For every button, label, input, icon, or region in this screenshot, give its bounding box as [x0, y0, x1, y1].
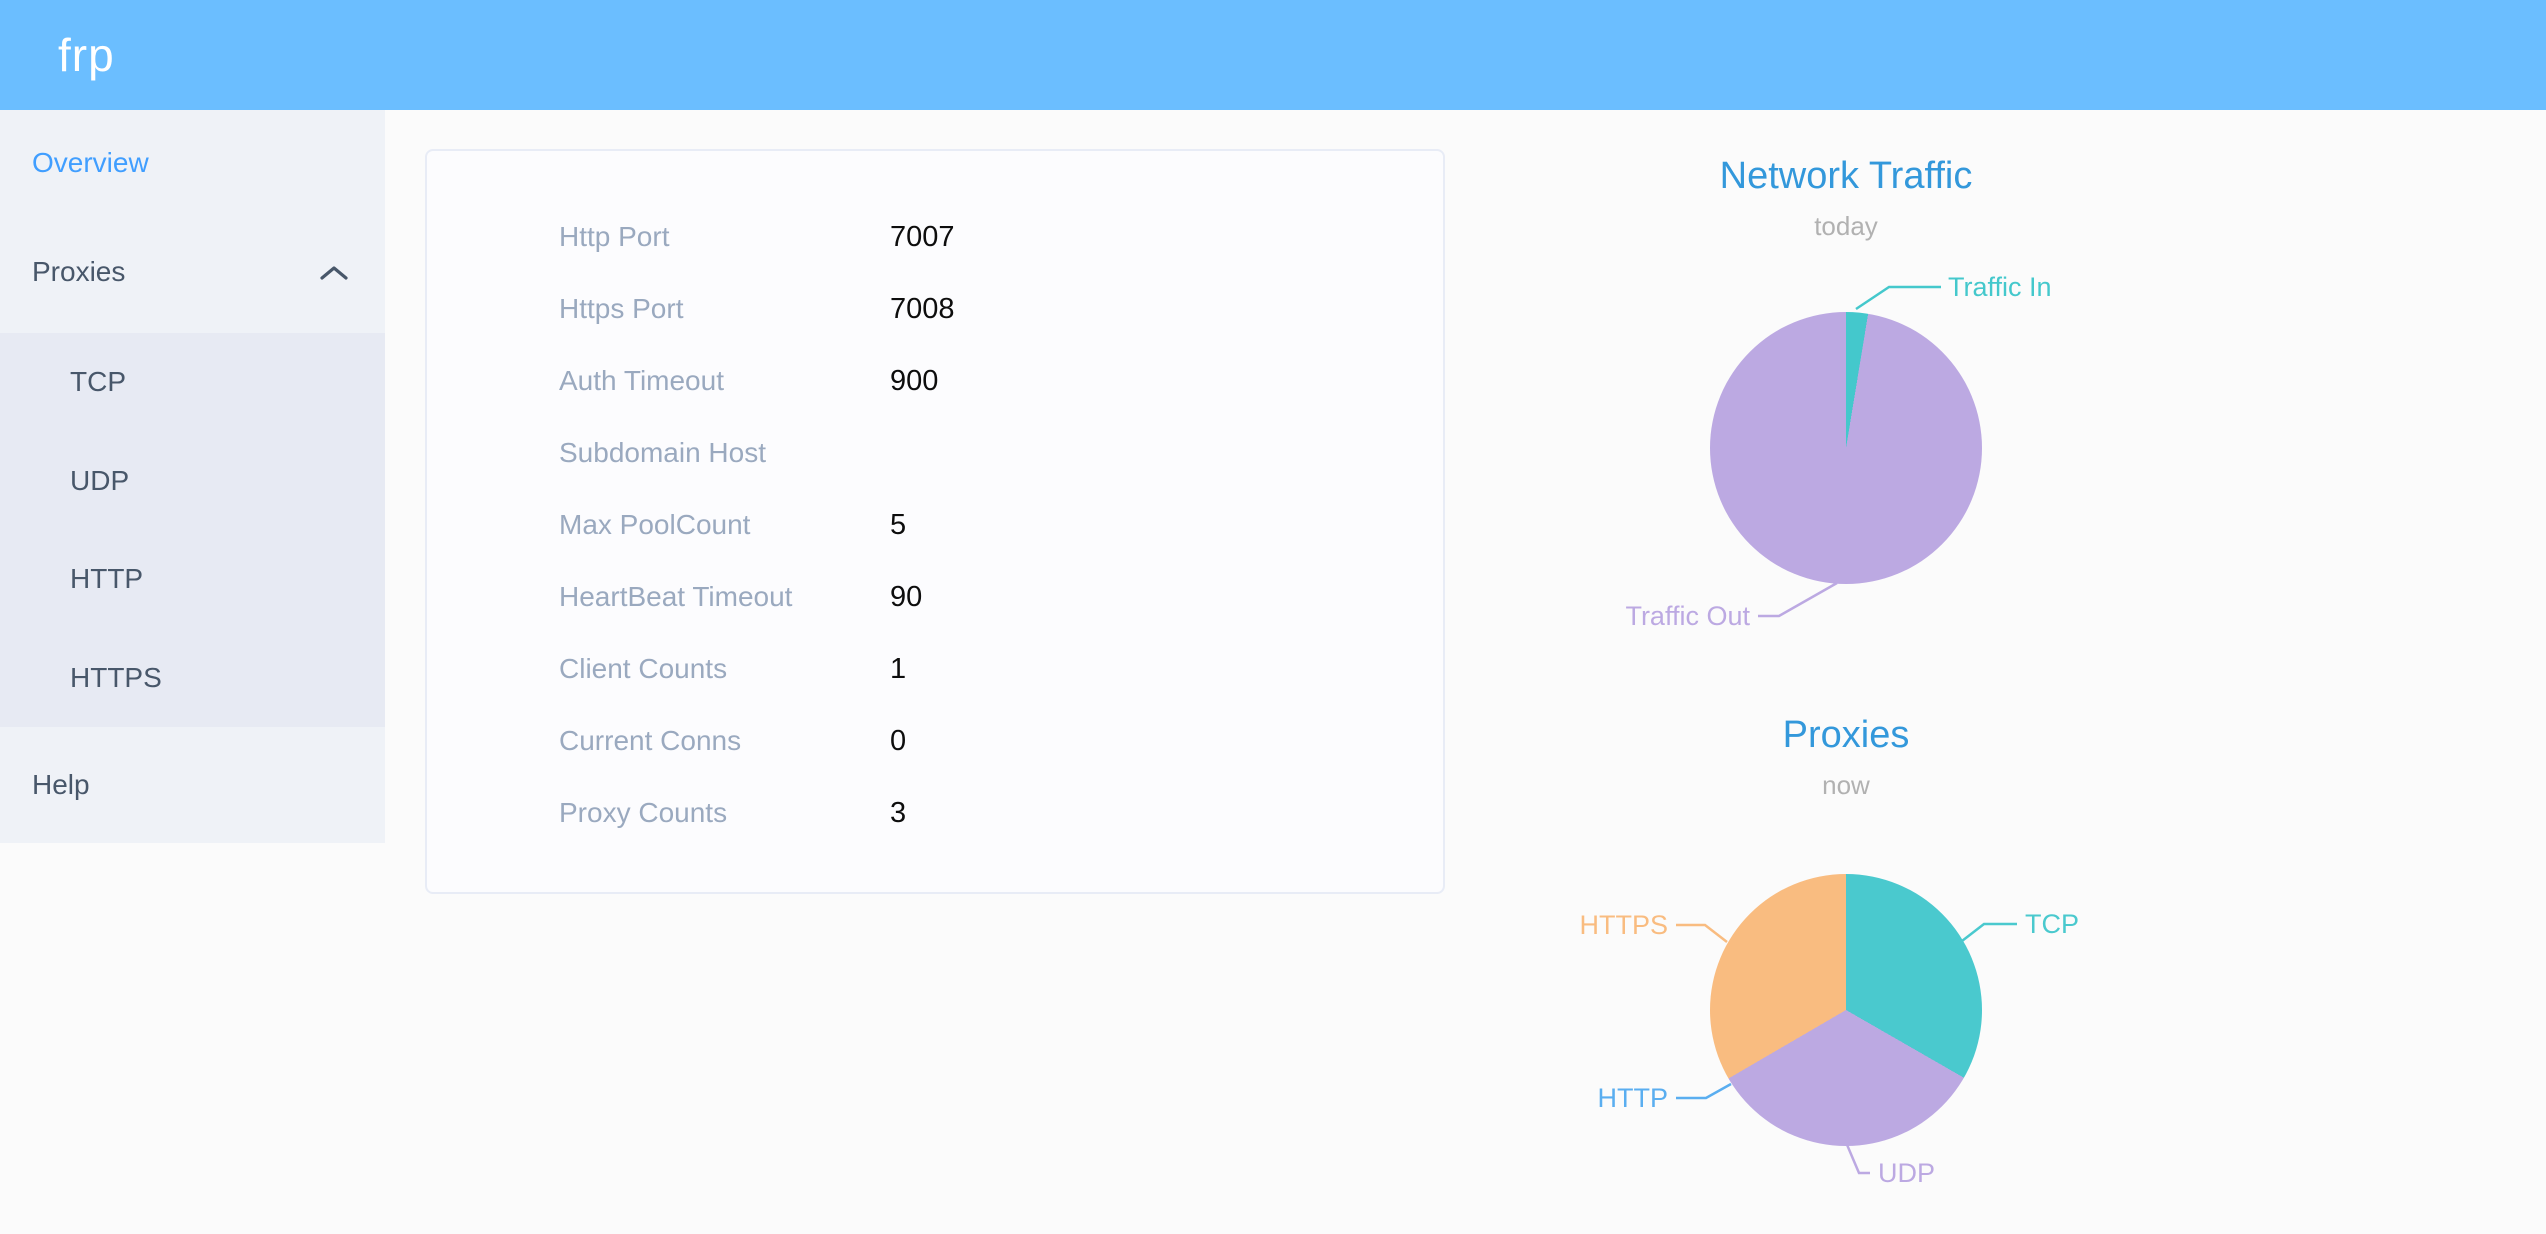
config-value: 1	[890, 652, 907, 685]
config-value: 3	[890, 796, 907, 829]
config-row-client-counts: Client Counts 1	[559, 633, 1383, 705]
label-line-https	[1676, 923, 1728, 943]
config-value: 7007	[890, 220, 955, 253]
sidebar-item-https[interactable]: HTTPS	[0, 629, 385, 728]
network-traffic-chart-title: Network Traffic	[1719, 155, 1973, 197]
sidebar-item-tcp[interactable]: TCP	[0, 333, 385, 432]
sidebar-item-tcp-label: TCP	[70, 366, 126, 398]
sidebar-nav: Overview Proxies TCP UDP HTTP HTTPS	[0, 110, 385, 843]
pie-label-https: HTTPS	[1579, 910, 1668, 940]
config-label: Http Port	[559, 221, 670, 252]
pie-label-udp: UDP	[1878, 1158, 1936, 1188]
label-line-traffic-in	[1855, 285, 1941, 311]
config-value: 5	[890, 508, 907, 541]
proxies-submenu: TCP UDP HTTP HTTPS	[0, 333, 385, 727]
config-row-auth-timeout: Auth Timeout 900	[559, 345, 1383, 417]
config-value: 90	[890, 580, 923, 613]
sidebar-item-overview-label: Overview	[32, 147, 149, 178]
network-traffic-pie[interactable]	[1710, 312, 1982, 584]
config-label: Max PoolCount	[559, 509, 751, 540]
config-row-current-conns: Current Conns 0	[559, 705, 1383, 777]
top-header-bar: frp	[0, 0, 2546, 110]
sidebar-item-proxies[interactable]: Proxies	[0, 216, 385, 328]
config-row-proxy-counts: Proxy Counts 3	[559, 777, 1383, 849]
config-row-max-poolcount: Max PoolCount 5	[559, 489, 1383, 561]
label-line-tcp	[1961, 922, 2017, 942]
config-label: HeartBeat Timeout	[559, 581, 793, 612]
sidebar-item-udp[interactable]: UDP	[0, 432, 385, 531]
sidebar-item-help[interactable]: Help	[0, 727, 385, 843]
config-value: 0	[890, 724, 907, 757]
frp-logo: frp	[58, 29, 115, 81]
sidebar-item-overview[interactable]: Overview	[0, 110, 385, 216]
label-line-http	[1676, 1082, 1732, 1100]
config-value: 7008	[890, 292, 955, 325]
sidebar-item-https-label: HTTPS	[70, 661, 162, 693]
pie-label-traffic-out: Traffic Out	[1625, 601, 1750, 631]
proxies-chart-subtitle: now	[1822, 770, 1870, 800]
config-label: Subdomain Host	[559, 437, 767, 468]
config-value: 900	[890, 364, 939, 397]
proxies-chart-title: Proxies	[1782, 714, 1910, 756]
config-row-heartbeat-timeout: HeartBeat Timeout 90	[559, 561, 1383, 633]
sidebar-item-proxies-label: Proxies	[32, 256, 126, 287]
network-traffic-chart-subtitle: today	[1814, 211, 1878, 241]
config-label: Current Conns	[559, 725, 742, 756]
config-label: Client Counts	[559, 653, 728, 684]
config-row-http-port: Http Port 7007	[559, 201, 1383, 273]
config-label: Https Port	[559, 293, 684, 324]
pie-label-traffic-in: Traffic In	[1948, 272, 2052, 302]
pie-label-tcp: TCP	[2025, 909, 2079, 939]
server-config-card: Http Port 7007 Https Port 7008 Auth Time…	[425, 149, 1445, 894]
sidebar-item-http-label: HTTP	[70, 563, 144, 595]
chevron-up-icon	[319, 264, 349, 281]
config-row-https-port: Https Port 7008	[559, 273, 1383, 345]
label-line-traffic-out	[1758, 581, 1838, 618]
sidebar-item-help-label: Help	[32, 769, 90, 800]
sidebar-item-udp-label: UDP	[70, 464, 130, 496]
config-row-subdomain-host: Subdomain Host	[559, 417, 1383, 489]
proxies-pie[interactable]	[1710, 874, 1982, 1146]
pie-label-http: HTTP	[1597, 1083, 1669, 1113]
config-label: Auth Timeout	[559, 365, 724, 396]
sidebar-item-http[interactable]: HTTP	[0, 530, 385, 629]
config-label: Proxy Counts	[559, 797, 728, 828]
